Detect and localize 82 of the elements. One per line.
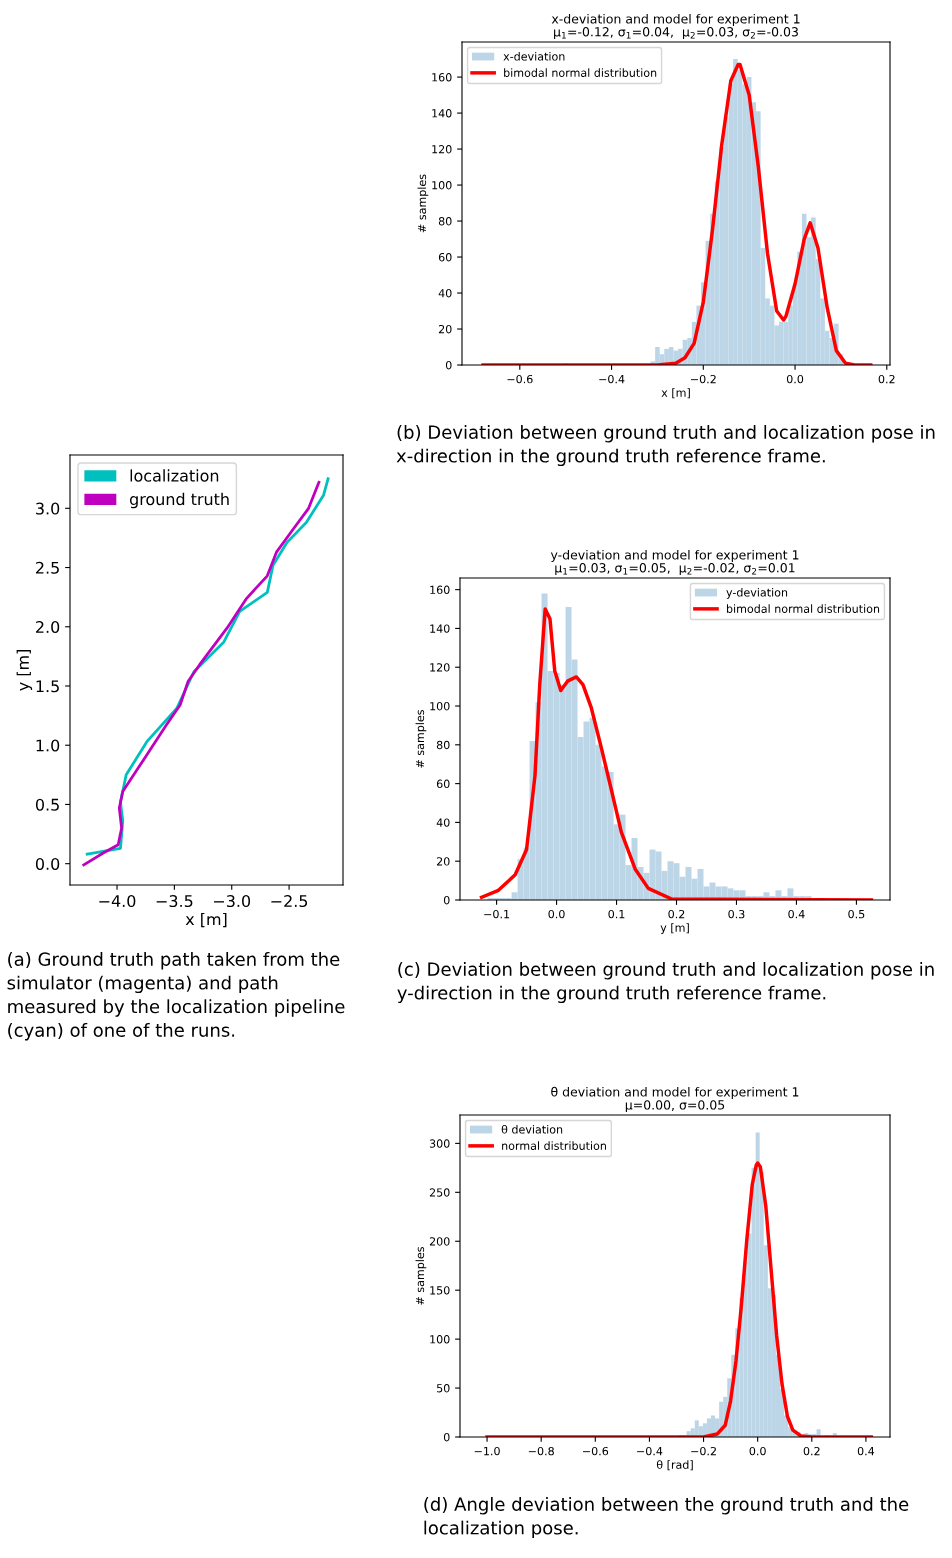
y-tick-label: 3.0	[36, 502, 60, 515]
x-tick-label: 0.2	[668, 909, 685, 919]
x-axis-title: θ [rad]	[656, 1460, 693, 1471]
legend-label: x-deviation	[503, 52, 565, 61]
x-tick-label: −0.1	[484, 909, 510, 919]
y-tick-label: 2.5	[36, 561, 59, 574]
chart-title: θ deviation and model for experiment 1	[551, 1086, 799, 1099]
y-tick-label: 0	[443, 1432, 450, 1442]
text: μ$_{1}$=0.03, σ$_{1}$=0.05, μ$_{2}$=-0.02, σ$_{2}$=0.01	[555, 563, 795, 575]
text: μ$_{1}$=-0.12, σ$_{1}$=0.04, μ$_{2}$=0.03, σ$_{2}$=-0.03	[554, 27, 798, 39]
chart-subtitle: μ=0.00, σ=0.05	[625, 1100, 725, 1113]
text: (c) Deviation between ground truth and localization pose in y-direction in the ground truth reference frame.	[397, 962, 934, 1004]
x-tick-label: −2.5	[271, 895, 308, 908]
y-tick-label: 20	[438, 324, 452, 334]
x-tick-label: −0.8	[528, 1446, 554, 1456]
y-tick-label: 0	[443, 895, 450, 905]
x-tick-label: −0.6	[582, 1446, 609, 1456]
y-tick-label: 2.0	[36, 620, 60, 634]
legend-label: normal distribution	[502, 1141, 606, 1150]
y-tick-label: 60	[436, 779, 450, 788]
y-axis-title: # samples	[417, 174, 429, 233]
y-tick-label: 300	[429, 1139, 450, 1148]
x-tick-label: 0.3	[728, 909, 745, 919]
x-tick-label: −0.6	[507, 374, 533, 384]
x-tick-label: −3.5	[156, 895, 193, 908]
y-tick-label: 0.0	[35, 857, 60, 870]
x-tick-label: −0.4	[599, 374, 625, 384]
x-tick-label: 0.0	[548, 909, 565, 919]
x-tick-label: −1.0	[474, 1446, 500, 1456]
x-tick-label: 0.2	[803, 1446, 820, 1456]
x-tick-label: 0.4	[788, 909, 805, 919]
legend-label: bimodal normal distribution	[504, 68, 657, 77]
legend-label: y-deviation	[726, 588, 788, 599]
text: (a) Ground truth path taken from the simulator (magenta) and path measured by the localization pipeline (cyan) of one of the runs.	[7, 952, 345, 1041]
chart-title: x-deviation and model for experiment 1	[551, 13, 800, 26]
x-tick-label: −0.2	[690, 374, 716, 384]
x-tick-label: −0.4	[637, 1446, 663, 1456]
y-tick-label: 60	[438, 253, 452, 262]
y-tick-label: 250	[429, 1188, 450, 1197]
y-tick-label: 200	[429, 1237, 450, 1246]
x-tick-label: −3.0	[214, 895, 251, 908]
x-axis-title: x [m]	[661, 388, 690, 399]
x-tick-label: −0.2	[691, 1446, 716, 1456]
x-tick-label: 0.0	[749, 1446, 766, 1456]
y-tick-label: 1.5	[36, 680, 59, 693]
y-tick-label: 40	[438, 289, 452, 298]
x-axis-title: x [m]	[185, 912, 227, 928]
y-tick-label: 100	[432, 181, 452, 190]
y-axis-title: y [m]	[16, 650, 33, 691]
legend-label: θ deviation	[501, 1124, 563, 1134]
y-tick-label: 0	[445, 360, 452, 370]
x-tick-label: 0.4	[857, 1446, 875, 1456]
y-tick-label: 160	[432, 73, 452, 82]
x-tick-label: −4.0	[99, 895, 136, 908]
y-tick-label: 1.0	[36, 739, 60, 752]
x-tick-label: 0.0	[786, 374, 804, 384]
y-tick-label: 80	[438, 217, 452, 226]
y-axis-title: # samples	[415, 710, 427, 768]
y-tick-label: 50	[437, 1384, 450, 1393]
y-tick-label: 160	[430, 585, 450, 595]
y-tick-label: 100	[430, 702, 450, 711]
y-tick-label: 20	[436, 857, 450, 866]
x-axis-title: y [m]	[660, 923, 689, 935]
y-tick-label: 120	[432, 145, 452, 154]
y-tick-label: 40	[436, 818, 450, 827]
x-tick-label: 0.2	[878, 374, 895, 384]
y-tick-label: 140	[430, 624, 450, 633]
y-tick-label: 100	[430, 1335, 450, 1344]
legend-label: bimodal normal distribution	[726, 604, 880, 613]
x-tick-label: 0.5	[848, 909, 865, 919]
y-axis-title: # samples	[415, 1247, 427, 1305]
text: (b) Deviation between ground truth and localization pose in x-direction in the ground truth reference frame.	[396, 425, 935, 467]
legend-label: ground truth	[129, 492, 229, 509]
x-tick-label: 0.1	[608, 909, 625, 919]
text: (d) Angle deviation between the ground truth and the localization pose.	[424, 1497, 909, 1539]
y-tick-label: 120	[430, 663, 450, 672]
y-tick-label: 0.5	[35, 798, 59, 811]
legend-label: localization	[130, 469, 219, 482]
y-tick-label: 150	[430, 1286, 450, 1295]
y-tick-label: 140	[432, 109, 452, 118]
chart-title: y-deviation and model for experiment 1	[550, 549, 799, 562]
y-tick-label: 80	[436, 740, 450, 750]
